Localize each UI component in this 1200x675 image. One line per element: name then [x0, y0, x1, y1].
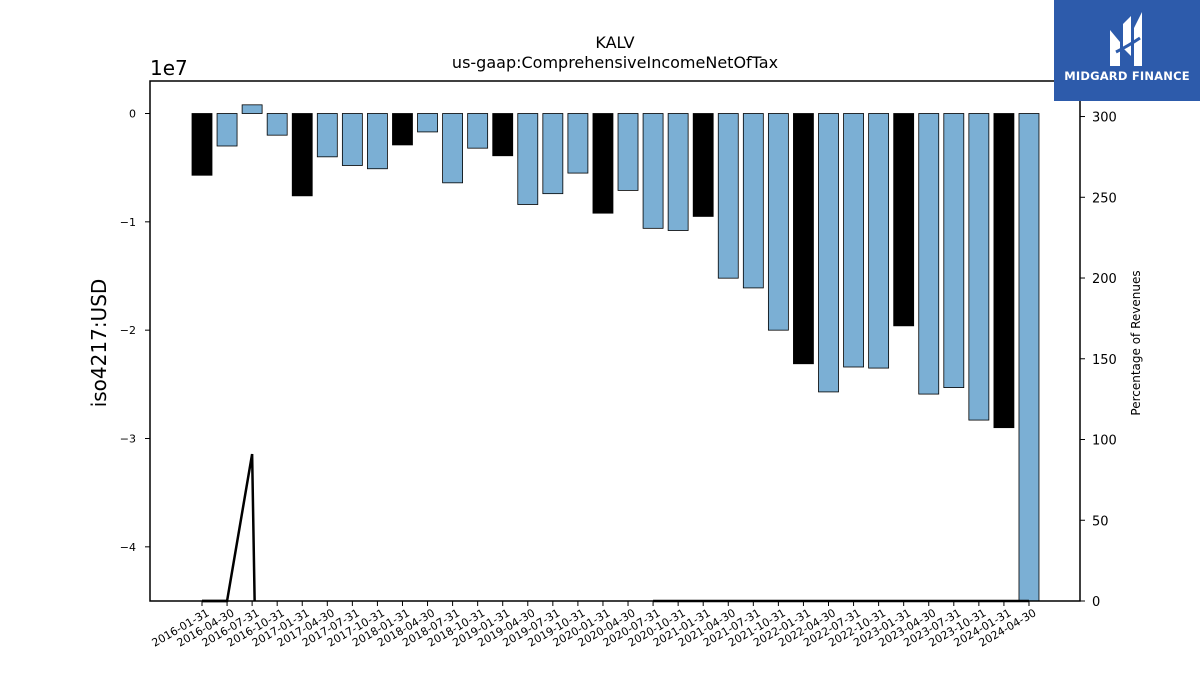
bar — [542, 113, 564, 195]
chart-subtitle: us-gaap:ComprehensiveIncomeNetOfTax — [452, 53, 778, 72]
bar — [943, 113, 965, 388]
bar — [692, 113, 714, 217]
y-tick-label: −2 — [120, 324, 136, 337]
y2-tick-label: 50 — [1092, 514, 1109, 529]
bar — [893, 113, 915, 327]
bar — [592, 113, 614, 214]
plot-frame — [149, 80, 1081, 602]
bar — [767, 113, 789, 331]
bar — [968, 113, 990, 421]
chart-title: KALV — [595, 33, 634, 52]
bar — [918, 113, 940, 395]
y2-tick-label: 200 — [1092, 272, 1117, 287]
y-tick-label: 0 — [129, 108, 136, 121]
bar — [417, 113, 438, 133]
midgard-finance-logo: MIDGARD FINANCE — [1054, 0, 1200, 101]
y-axis-label: iso4217:USD — [87, 279, 111, 408]
y2-tick-label: 150 — [1092, 353, 1117, 368]
y2-tick-label: 0 — [1092, 595, 1100, 610]
y-offset-label: 1e7 — [150, 56, 188, 80]
bar — [993, 113, 1015, 429]
bar — [316, 113, 338, 158]
bar — [367, 113, 388, 170]
percentage-line — [202, 453, 256, 603]
y-tick-label: −4 — [120, 541, 136, 554]
bar — [642, 113, 664, 229]
y2-tick-label: 300 — [1092, 111, 1117, 126]
bar — [567, 113, 589, 174]
bar — [392, 113, 413, 146]
y2-tick-label: 250 — [1092, 191, 1117, 206]
y2-tick-label: 100 — [1092, 434, 1117, 449]
bar — [517, 113, 539, 205]
bar — [216, 113, 238, 147]
bar — [843, 113, 864, 368]
bar — [742, 113, 764, 289]
bar — [266, 113, 288, 136]
bar — [492, 113, 514, 157]
bar — [793, 113, 814, 365]
bar — [341, 113, 363, 166]
logo-mark-icon — [1110, 12, 1142, 66]
bar — [818, 113, 839, 393]
y-tick-label: −1 — [120, 216, 136, 229]
y2-axis-label: Percentage of Revenues — [1129, 270, 1143, 415]
bar — [241, 104, 263, 114]
logo-text: MIDGARD FINANCE — [1064, 69, 1190, 83]
bar — [442, 113, 464, 184]
bar — [467, 113, 489, 149]
bar — [1018, 113, 1040, 602]
bar — [617, 113, 639, 191]
bar — [191, 113, 213, 176]
bar — [291, 113, 313, 197]
y-tick-label: −3 — [120, 433, 136, 446]
bar — [868, 113, 890, 369]
bar — [667, 113, 689, 231]
bar — [717, 113, 739, 279]
